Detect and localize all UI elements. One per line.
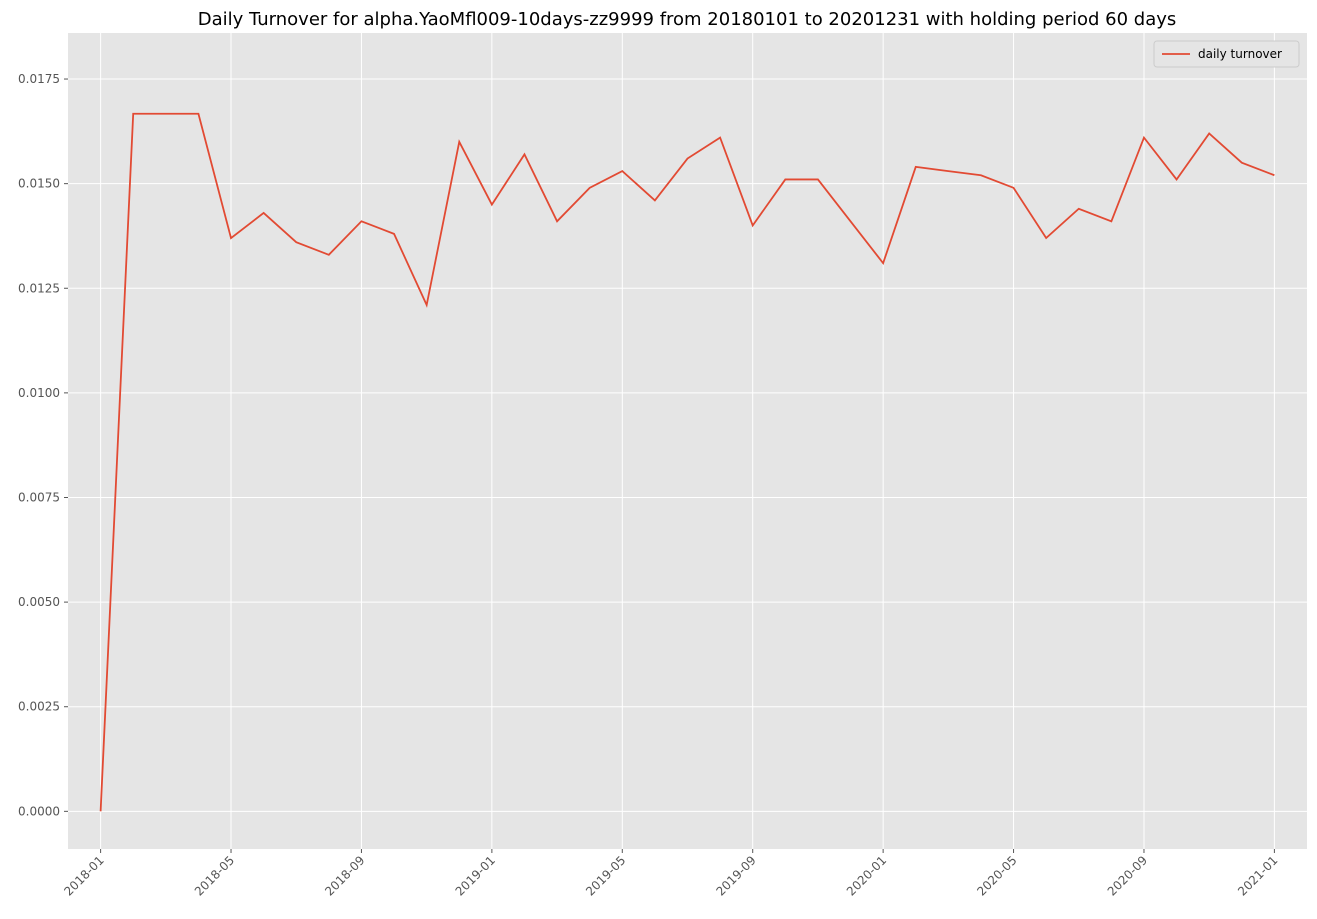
y-tick-label: 0.0125: [18, 281, 60, 295]
chart-title: Daily Turnover for alpha.YaoMfl009-10day…: [198, 9, 1177, 30]
y-tick-label: 0.0150: [18, 177, 60, 191]
y-tick-label: 0.0100: [18, 386, 60, 400]
x-tick-label: 2020-05: [974, 853, 1019, 898]
y-tick-label: 0.0175: [18, 72, 60, 86]
x-tick-label: 2018-01: [61, 853, 106, 898]
legend-box: [1153, 40, 1300, 68]
y-tick-label: 0.0050: [18, 595, 60, 609]
line-series: [99, 112, 1275, 812]
x-tick-label: 2019-01: [453, 853, 498, 898]
x-tick-label: 2020-01: [844, 853, 889, 898]
legend-label: daily turnover: [1198, 47, 1282, 61]
x-tick-label: 2019-05: [583, 853, 628, 898]
x-tick-label: 2019-09: [713, 853, 758, 898]
plot-area: [68, 33, 1307, 849]
x-tick-label: 2021-01: [1235, 853, 1280, 898]
x-tick-label: 2018-05: [192, 853, 237, 898]
x-tick-label: 2018-09: [322, 853, 367, 898]
y-tick-label: 0.0000: [18, 804, 60, 818]
x-tick-label: 2020-09: [1105, 853, 1150, 898]
y-tick-label: 0.0075: [18, 490, 60, 504]
y-tick-label: 0.0025: [18, 700, 60, 714]
